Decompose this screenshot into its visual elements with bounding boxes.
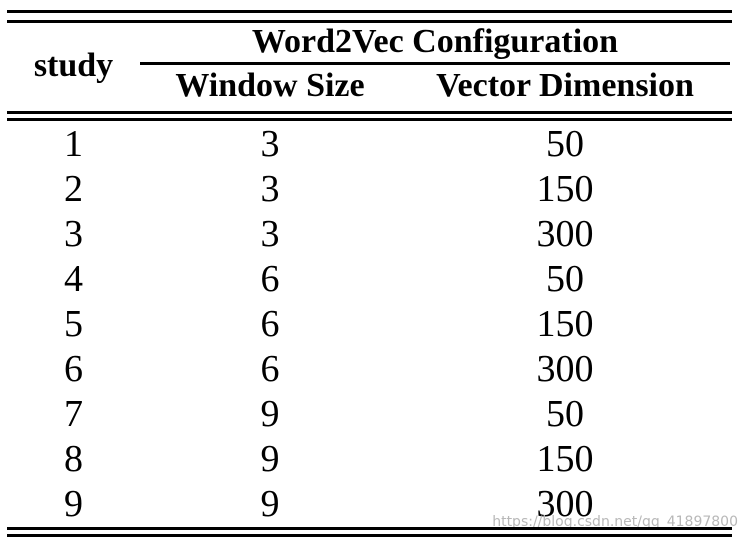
cell-study: 2 [64,167,83,210]
cell-vector-dimension: 300 [536,347,594,390]
table-row: 8 9 150 [7,436,730,481]
csdn-watermark-url: https://blog.csdn.net/qq_41897800 [492,514,738,530]
column-header-window-size: Window Size [175,67,365,104]
table-body: 1 3 50 2 3 150 3 3 300 4 6 50 5 6 150 6 6 300 7 9 50 8 9 150 9 9 3… [7,121,730,527]
table-top-rule-outer [7,10,732,13]
cell-study: 1 [64,122,83,165]
table-row: 7 9 50 [7,391,730,436]
subheader-row: Window Size Vector Dimension [140,68,730,104]
cell-window-size: 3 [260,167,280,210]
cell-window-size: 9 [260,437,280,480]
cell-window-size: 9 [260,392,280,435]
table-row: 9 9 300 [7,481,730,526]
table-row: 1 3 50 [7,121,730,166]
table-row: 2 3 150 [7,166,730,211]
cell-study: 3 [64,212,83,255]
spanner-underline-rule [140,62,730,65]
cell-study: 7 [64,392,83,435]
cell-study: 4 [64,257,83,300]
cell-vector-dimension: 150 [536,167,594,210]
cell-vector-dimension: 50 [546,392,584,435]
cell-vector-dimension: 50 [546,122,584,165]
column-header-vector-dimension: Vector Dimension [436,67,694,104]
table-bottom-rule-inner [7,534,732,537]
cell-window-size: 3 [260,212,280,255]
cell-vector-dimension: 150 [536,302,594,345]
cell-study: 6 [64,347,83,390]
cell-window-size: 3 [260,122,280,165]
spanner-header-word2vec-configuration: Word2Vec Configuration [251,23,619,60]
table-bottom-rule-outer [7,527,732,530]
cell-study: 8 [64,437,83,480]
cell-vector-dimension: 50 [546,257,584,300]
table-row: 6 6 300 [7,346,730,391]
table-top-rule-inner [7,20,732,23]
table-row: 4 6 50 [7,256,730,301]
cell-vector-dimension: 150 [536,437,594,480]
cell-vector-dimension: 300 [536,482,594,525]
table-row: 3 3 300 [7,211,730,256]
cell-study: 5 [64,302,83,345]
header-separator-rule-inner [7,118,732,121]
header-separator-rule-outer [7,111,732,114]
column-header-study: study [33,46,114,84]
cell-window-size: 6 [260,302,280,345]
cell-window-size: 6 [260,347,280,390]
table-row: 5 6 150 [7,301,730,346]
cell-study: 9 [64,482,83,525]
cell-window-size: 9 [260,482,280,525]
cell-vector-dimension: 300 [536,212,594,255]
cell-window-size: 6 [260,257,280,300]
